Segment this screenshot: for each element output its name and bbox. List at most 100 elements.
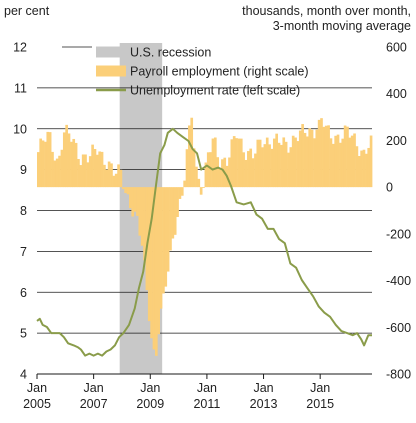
payroll-bar — [237, 138, 241, 188]
left-tick-label: 8 — [20, 204, 27, 218]
payroll-bar — [46, 131, 50, 188]
payroll-bar — [348, 137, 352, 188]
payroll-bar — [53, 160, 57, 188]
payroll-bar — [86, 162, 90, 188]
left-tick-label: 7 — [20, 245, 27, 259]
payroll-bar — [235, 138, 238, 188]
payroll-bar — [140, 187, 144, 246]
payroll-bar — [48, 132, 52, 188]
left-tick-label: 5 — [20, 327, 27, 341]
payroll-bar — [369, 135, 373, 188]
x-tick-label-year: 2011 — [193, 397, 220, 411]
payroll-bar — [254, 153, 257, 188]
payroll-bar — [81, 154, 85, 188]
payroll-bar — [209, 152, 212, 188]
payroll-bar — [136, 187, 139, 216]
unemployment-line — [36, 127, 372, 357]
payroll-bar — [100, 151, 104, 188]
payroll-bar — [362, 149, 366, 188]
payroll-bar — [206, 152, 210, 188]
payroll-bar — [84, 154, 87, 188]
payroll-bar — [239, 138, 243, 188]
left-tick-label: 4 — [20, 368, 27, 382]
payroll-bar — [58, 155, 61, 188]
payroll-bar — [317, 119, 321, 188]
payroll-bar — [232, 136, 236, 188]
legend-swatch-payroll — [96, 65, 126, 77]
legend-label: Payroll employment (right scale) — [130, 65, 309, 79]
payroll-bar — [270, 148, 274, 188]
payroll-bar — [230, 139, 234, 188]
legend-swatch-recession — [96, 46, 126, 58]
payroll-bar — [110, 163, 113, 188]
payroll-bar — [183, 180, 186, 188]
payroll-bar — [192, 148, 196, 188]
payroll-bar — [114, 173, 118, 188]
payroll-bar — [65, 124, 68, 188]
payroll-bar — [287, 152, 290, 188]
payroll-bar — [315, 129, 319, 188]
payroll-bar — [251, 158, 255, 188]
x-tick-label-month: Jan — [27, 381, 47, 395]
payroll-bar — [188, 125, 191, 188]
payroll-bar — [320, 118, 323, 188]
payroll-bar — [282, 137, 286, 188]
payroll-bar — [112, 175, 116, 188]
x-tick-label-month: Jan — [197, 381, 217, 395]
payroll-bar — [173, 187, 177, 235]
payroll-bar — [249, 148, 253, 188]
payroll-bar — [55, 158, 59, 188]
payroll-bar — [169, 187, 172, 251]
payroll-bar — [98, 151, 102, 188]
payroll-bar — [180, 187, 184, 196]
payroll-bar — [91, 144, 94, 188]
payroll-bar — [298, 130, 302, 188]
payroll-bar — [124, 187, 127, 194]
payroll-bar — [190, 117, 194, 188]
payroll-bar — [256, 139, 260, 188]
payroll-bar — [145, 187, 149, 291]
payroll-bar — [77, 159, 80, 188]
x-tick-label-month: Jan — [140, 381, 160, 395]
payroll-bar — [355, 146, 359, 188]
x-tick-label-month: Jan — [84, 381, 104, 395]
payroll-bar — [60, 149, 64, 188]
payroll-bar — [152, 187, 156, 350]
payroll-bar — [331, 143, 335, 188]
legend: U.S. recession Payroll employment (right … — [96, 46, 309, 98]
payroll-bar — [147, 187, 151, 322]
left-tick-label: 9 — [20, 163, 27, 177]
payroll-bar — [143, 187, 146, 261]
right-tick-label: 200 — [386, 134, 407, 148]
payroll-bar — [126, 187, 130, 195]
payroll-bar — [367, 147, 371, 188]
payroll-bar — [263, 144, 267, 188]
payroll-bar — [357, 156, 361, 188]
payroll-bar — [284, 141, 288, 188]
payroll-bar — [360, 150, 363, 188]
payroll-bar — [272, 138, 276, 188]
payroll-bar — [213, 137, 217, 188]
payroll-bar — [275, 133, 279, 188]
payroll-bar — [303, 132, 307, 188]
gridlines — [37, 87, 372, 334]
payroll-bar — [228, 157, 231, 188]
payroll-bar — [157, 187, 161, 335]
payroll-bar — [154, 187, 158, 356]
payroll-bar — [365, 153, 368, 188]
payroll-bar — [258, 139, 262, 188]
payroll-bar — [313, 138, 316, 188]
payroll-bar — [178, 187, 182, 199]
payroll-bar — [39, 138, 43, 188]
payroll-bar — [339, 142, 342, 188]
right-tick-label: 0 — [386, 181, 393, 195]
left-tick-label: 10 — [13, 122, 27, 136]
payroll-bar — [74, 142, 78, 188]
payroll-bars — [37, 117, 373, 356]
legend-label: Unemployment rate (left scale) — [130, 84, 300, 98]
payroll-bar — [341, 138, 345, 188]
payroll-bar — [67, 133, 71, 188]
right-tick-label: -600 — [386, 321, 411, 335]
payroll-bar — [105, 169, 109, 188]
